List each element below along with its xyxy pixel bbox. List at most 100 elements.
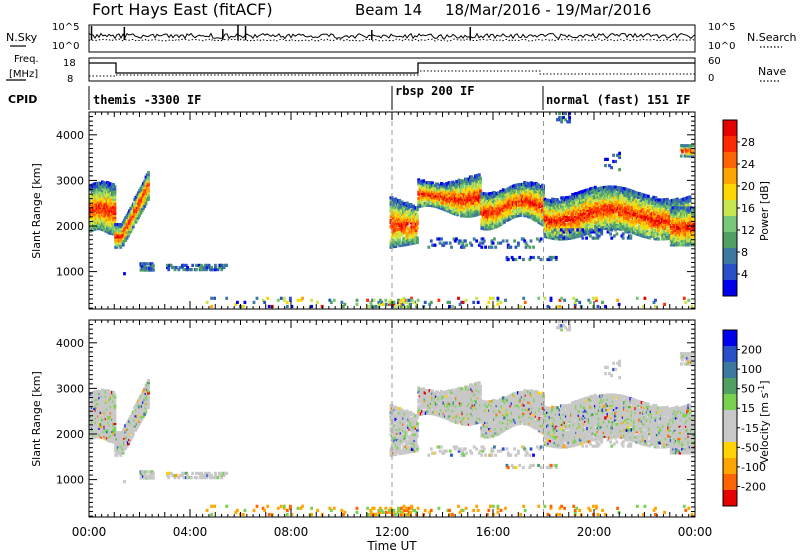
power-cell	[658, 233, 662, 237]
power-cell	[624, 228, 628, 232]
power-cell	[112, 226, 115, 230]
power-cell	[113, 185, 117, 189]
power-cell	[523, 201, 527, 205]
power-cell	[210, 304, 213, 309]
power-cell	[547, 223, 551, 227]
power-cell	[242, 304, 245, 309]
power-cell	[205, 300, 209, 304]
power-cell	[419, 185, 423, 190]
power-cell	[412, 300, 415, 304]
power-cell	[343, 302, 347, 306]
power-cell	[131, 212, 135, 216]
power-cell	[234, 302, 238, 306]
power-cell	[581, 222, 585, 226]
power-cell	[600, 198, 604, 202]
power-cell	[498, 196, 501, 200]
power-cell	[591, 223, 595, 227]
power-cell	[549, 298, 553, 302]
power-cell	[692, 237, 696, 241]
power-cell	[340, 300, 344, 304]
power-cell	[436, 186, 439, 190]
power-cell	[366, 298, 369, 302]
power-cell	[236, 300, 239, 304]
power-cell	[147, 175, 150, 179]
power-cell	[428, 199, 432, 203]
power-cell	[392, 239, 395, 243]
power-cell	[654, 196, 658, 200]
power-cell	[647, 225, 650, 229]
power-cell	[692, 208, 696, 212]
power-cell	[469, 181, 472, 185]
power-cell	[394, 226, 398, 230]
power-cell	[525, 185, 529, 190]
power-cell	[464, 298, 468, 302]
power-cell	[659, 225, 663, 229]
power-cell	[664, 200, 668, 204]
power-cell	[113, 205, 117, 209]
power-cell	[683, 241, 687, 245]
power-cell	[642, 199, 645, 203]
power-cell	[503, 220, 506, 224]
power-cell	[200, 268, 203, 272]
power-cell	[205, 263, 208, 267]
power-cell	[202, 265, 206, 270]
power-cell	[458, 197, 462, 201]
power-cell	[289, 298, 292, 302]
power-cell	[568, 197, 572, 201]
power-cell	[261, 298, 265, 302]
power-cell	[544, 226, 548, 230]
power-cell	[578, 300, 582, 304]
power-cell	[409, 302, 412, 306]
power-cell	[644, 198, 648, 202]
power-cell	[474, 211, 477, 215]
power-cell	[412, 204, 415, 208]
power-cell	[393, 208, 397, 212]
power-cell	[182, 263, 186, 267]
power-cell	[220, 268, 224, 272]
power-cell	[667, 226, 670, 230]
power-cell	[452, 237, 456, 241]
power-cell	[602, 185, 606, 190]
power-cell	[687, 218, 691, 222]
power-cell	[397, 300, 400, 304]
power-cell	[688, 203, 692, 207]
power-cell	[113, 195, 117, 199]
power-cell	[448, 300, 451, 304]
power-cell	[142, 202, 145, 206]
power-cell	[620, 199, 624, 203]
power-cell	[285, 300, 289, 304]
power-cell	[399, 304, 403, 309]
power-cell	[113, 193, 117, 197]
power-cell	[398, 225, 402, 229]
power-cell	[398, 239, 402, 244]
power-cell	[398, 229, 402, 233]
power-cell	[416, 238, 419, 242]
power-cell	[397, 221, 400, 225]
power-cell	[554, 214, 558, 218]
power-cell	[404, 224, 408, 228]
power-cell	[404, 230, 408, 234]
power-cell	[400, 233, 404, 237]
power-cell	[682, 231, 686, 235]
power-cell	[518, 195, 522, 199]
power-cell	[407, 302, 411, 306]
power-cell	[461, 241, 465, 245]
power-cell	[418, 202, 422, 206]
power-cell	[654, 298, 657, 302]
power-cell	[448, 241, 452, 245]
power-cell	[643, 218, 646, 222]
power-cell	[147, 177, 150, 181]
power-cell	[255, 296, 259, 300]
power-cell	[489, 296, 492, 300]
power-cell	[214, 265, 217, 270]
power-cell	[457, 296, 460, 300]
power-cell	[559, 223, 563, 227]
power-cell	[98, 220, 102, 225]
power-cell	[479, 185, 482, 189]
power-cell	[395, 230, 399, 234]
power-cell	[558, 298, 562, 302]
power-cell	[677, 210, 681, 214]
freq-unit: [MHz]	[9, 69, 38, 80]
power-cell	[671, 210, 674, 214]
power-cell	[551, 197, 554, 201]
